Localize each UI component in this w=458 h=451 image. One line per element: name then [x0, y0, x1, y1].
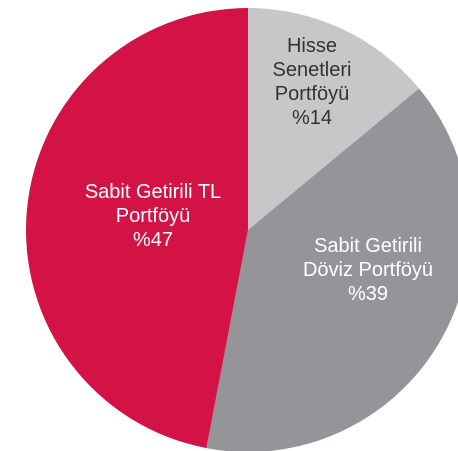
slice-label: Sabit Getirili TL Portföyü %47 [73, 180, 233, 252]
pie-slice [25, 8, 249, 449]
value-label: %14 [291, 107, 333, 129]
pie-slice [206, 88, 458, 451]
slice-label: Sabit Getirili Döviz Portföyü %39 [288, 234, 448, 306]
category-label: Hisse Senetleri Portföyü [272, 35, 352, 105]
value-label: %47 [132, 229, 174, 251]
pie-slice [248, 8, 420, 230]
slice-label: Hisse Senetleri Portföyü %14 [262, 34, 362, 130]
category-label: Sabit Getirili TL Portföyü [84, 181, 222, 227]
category-label: Sabit Getirili Döviz Portföyü [302, 235, 434, 281]
value-label: %39 [347, 283, 389, 305]
